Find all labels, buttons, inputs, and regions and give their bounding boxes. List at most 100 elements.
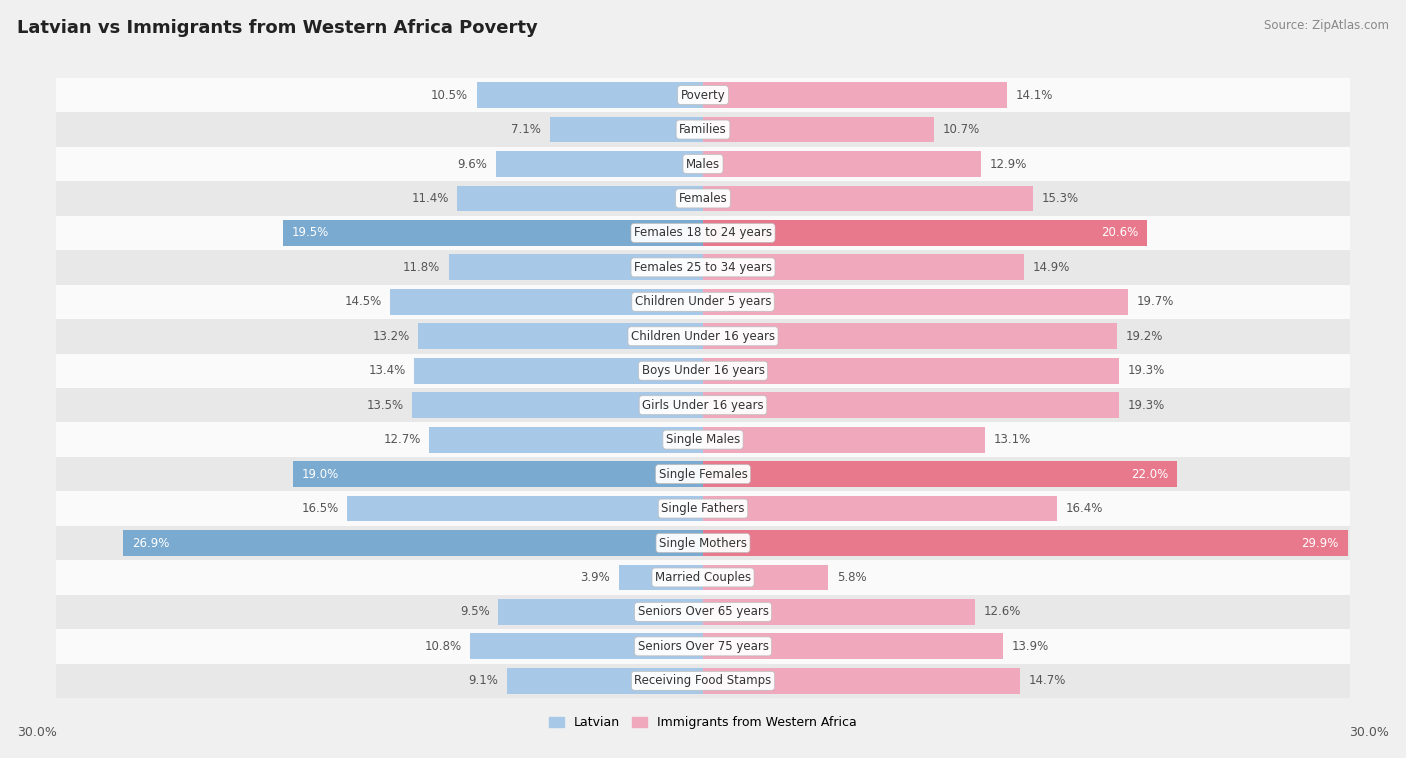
Bar — [703, 634, 1002, 659]
Bar — [56, 216, 1350, 250]
Bar — [124, 530, 703, 556]
Bar — [703, 427, 986, 453]
Text: Girls Under 16 years: Girls Under 16 years — [643, 399, 763, 412]
Bar — [56, 353, 1350, 388]
Bar — [703, 117, 934, 143]
Bar — [56, 560, 1350, 595]
Bar — [703, 186, 1033, 211]
Bar — [703, 324, 1116, 349]
Text: 16.5%: 16.5% — [301, 502, 339, 515]
Text: 10.7%: 10.7% — [942, 123, 980, 136]
Text: 15.3%: 15.3% — [1042, 192, 1078, 205]
Text: Females: Females — [679, 192, 727, 205]
Text: Females 18 to 24 years: Females 18 to 24 years — [634, 227, 772, 240]
Text: 22.0%: 22.0% — [1132, 468, 1168, 481]
Text: Single Mothers: Single Mothers — [659, 537, 747, 550]
Text: 26.9%: 26.9% — [132, 537, 169, 550]
Bar — [496, 151, 703, 177]
Text: 10.8%: 10.8% — [425, 640, 461, 653]
Text: 14.5%: 14.5% — [344, 296, 382, 309]
Bar — [56, 181, 1350, 216]
Text: 10.5%: 10.5% — [430, 89, 468, 102]
Text: 14.1%: 14.1% — [1015, 89, 1053, 102]
Bar — [56, 78, 1350, 112]
Bar — [56, 112, 1350, 147]
Bar — [419, 324, 703, 349]
Bar — [703, 220, 1147, 246]
Text: 11.4%: 11.4% — [411, 192, 449, 205]
Bar — [498, 599, 703, 625]
Text: 9.6%: 9.6% — [457, 158, 488, 171]
Bar — [56, 526, 1350, 560]
Text: Males: Males — [686, 158, 720, 171]
Text: 12.7%: 12.7% — [384, 433, 420, 446]
Bar — [703, 255, 1024, 280]
Bar — [391, 289, 703, 315]
Bar — [412, 393, 703, 418]
Bar — [703, 599, 974, 625]
Text: 20.6%: 20.6% — [1101, 227, 1139, 240]
Bar — [56, 422, 1350, 457]
Text: Seniors Over 75 years: Seniors Over 75 years — [637, 640, 769, 653]
Text: 9.5%: 9.5% — [460, 606, 489, 619]
Text: 13.5%: 13.5% — [366, 399, 404, 412]
Bar — [56, 663, 1350, 698]
Bar — [56, 388, 1350, 422]
Bar — [470, 634, 703, 659]
Text: Latvian vs Immigrants from Western Africa Poverty: Latvian vs Immigrants from Western Afric… — [17, 19, 537, 37]
Text: Receiving Food Stamps: Receiving Food Stamps — [634, 675, 772, 688]
Text: Poverty: Poverty — [681, 89, 725, 102]
Bar — [415, 358, 703, 384]
Text: 14.9%: 14.9% — [1033, 261, 1070, 274]
Bar — [457, 186, 703, 211]
Bar — [703, 565, 828, 590]
Text: 19.3%: 19.3% — [1128, 365, 1166, 377]
Text: 19.7%: 19.7% — [1136, 296, 1174, 309]
Bar — [56, 491, 1350, 526]
Legend: Latvian, Immigrants from Western Africa: Latvian, Immigrants from Western Africa — [544, 711, 862, 735]
Bar — [506, 668, 703, 694]
Bar — [703, 461, 1177, 487]
Text: Families: Families — [679, 123, 727, 136]
Text: 19.3%: 19.3% — [1128, 399, 1166, 412]
Bar — [56, 284, 1350, 319]
Text: 13.4%: 13.4% — [368, 365, 405, 377]
Text: Boys Under 16 years: Boys Under 16 years — [641, 365, 765, 377]
Bar — [449, 255, 703, 280]
Text: Females 25 to 34 years: Females 25 to 34 years — [634, 261, 772, 274]
Bar — [294, 461, 703, 487]
Bar — [703, 289, 1128, 315]
Bar — [477, 82, 703, 108]
Bar — [56, 629, 1350, 663]
Bar — [703, 668, 1019, 694]
Text: 30.0%: 30.0% — [17, 726, 56, 739]
Bar — [703, 393, 1119, 418]
Text: 19.0%: 19.0% — [302, 468, 339, 481]
Text: Seniors Over 65 years: Seniors Over 65 years — [637, 606, 769, 619]
Bar — [56, 457, 1350, 491]
Bar — [550, 117, 703, 143]
Text: 19.2%: 19.2% — [1126, 330, 1163, 343]
Text: 7.1%: 7.1% — [512, 123, 541, 136]
Text: 16.4%: 16.4% — [1066, 502, 1102, 515]
Bar — [703, 496, 1056, 522]
Text: 13.2%: 13.2% — [373, 330, 409, 343]
Text: Single Females: Single Females — [658, 468, 748, 481]
Bar — [283, 220, 703, 246]
Bar — [56, 319, 1350, 353]
Text: 3.9%: 3.9% — [581, 571, 610, 584]
Text: 9.1%: 9.1% — [468, 675, 498, 688]
Text: Single Males: Single Males — [666, 433, 740, 446]
Bar — [703, 530, 1347, 556]
Text: 13.1%: 13.1% — [994, 433, 1031, 446]
Bar — [56, 250, 1350, 284]
Text: Married Couples: Married Couples — [655, 571, 751, 584]
Text: 14.7%: 14.7% — [1029, 675, 1066, 688]
Text: Source: ZipAtlas.com: Source: ZipAtlas.com — [1264, 19, 1389, 32]
Bar — [703, 151, 981, 177]
Bar — [347, 496, 703, 522]
Bar — [429, 427, 703, 453]
Text: 11.8%: 11.8% — [402, 261, 440, 274]
Text: 19.5%: 19.5% — [291, 227, 329, 240]
Text: 13.9%: 13.9% — [1011, 640, 1049, 653]
